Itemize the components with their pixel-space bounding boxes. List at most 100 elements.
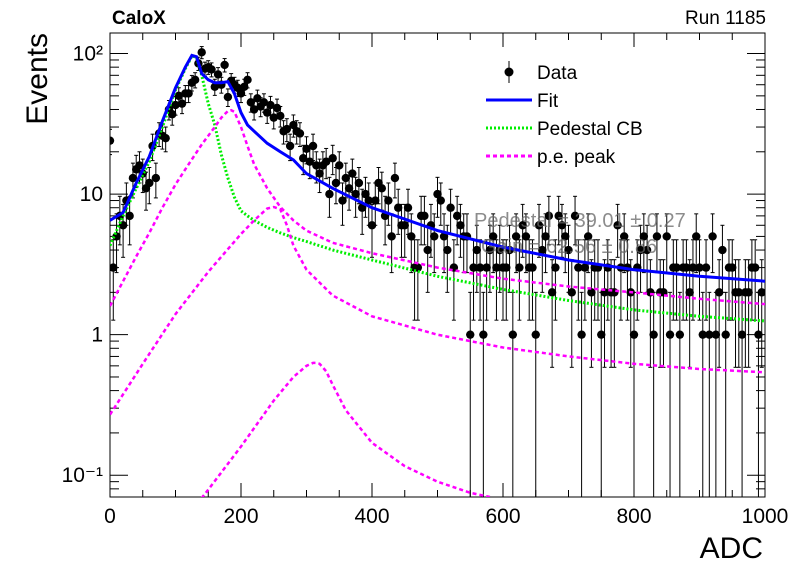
data-point — [331, 166, 341, 205]
data-point — [561, 213, 570, 274]
data-point — [285, 133, 295, 162]
data-point — [475, 239, 485, 321]
data-point — [371, 182, 380, 226]
curve-pe-peak-1 — [110, 108, 765, 307]
legend-label: Data — [537, 63, 578, 84]
data-point — [341, 162, 350, 199]
data-point — [492, 239, 501, 321]
data-point — [400, 203, 409, 258]
data-point — [407, 213, 416, 274]
data-point — [308, 133, 318, 162]
legend-entry: p.e. peak — [486, 147, 616, 168]
data-point — [295, 122, 305, 148]
data-point — [574, 239, 583, 321]
data-point — [269, 107, 278, 130]
data-point — [433, 176, 442, 218]
data-point — [466, 291, 475, 497]
data-point — [544, 195, 554, 246]
curve-pe-peak-3 — [200, 361, 491, 497]
y-tick-label: 10 — [80, 183, 103, 206]
data-point — [384, 182, 393, 226]
data-point — [570, 195, 580, 246]
data-point — [695, 239, 704, 321]
data-point — [403, 188, 413, 235]
y-tick-label: 1 — [91, 324, 103, 347]
data-point — [721, 291, 730, 497]
x-tick-labels: 0 200 400 600 800 1000 — [104, 505, 788, 528]
curve-pedestal-cb — [110, 54, 765, 323]
data-point — [734, 259, 743, 368]
curve-pe-peak-2 — [110, 205, 765, 416]
data-point — [390, 162, 400, 199]
data-point — [705, 291, 714, 497]
x-tick-label: 200 — [223, 505, 258, 528]
data-points — [110, 46, 765, 497]
data-point — [482, 239, 491, 321]
data-point — [328, 144, 337, 176]
y-tick-labels: 10⁻¹ 1 10 10² — [62, 43, 103, 488]
axis-ticks — [109, 33, 766, 498]
legend-label: p.e. peak — [537, 147, 616, 168]
data-point — [443, 224, 452, 293]
data-point — [110, 128, 115, 156]
data-point — [207, 62, 216, 78]
legend-entry: Data — [504, 61, 578, 84]
x-tick-label: 800 — [616, 505, 651, 528]
data-point — [110, 239, 118, 321]
y-tick-label: 10⁻¹ — [62, 464, 103, 487]
legend-entry: Fit — [486, 91, 559, 112]
data-point — [354, 166, 364, 205]
data-point — [649, 291, 658, 497]
data-point — [682, 239, 691, 321]
data-point — [652, 213, 662, 274]
data-point — [430, 213, 439, 274]
fit-curves — [110, 53, 765, 497]
data-point — [613, 203, 622, 258]
data-point — [190, 72, 200, 89]
y-axis-label: Events — [21, 33, 54, 125]
data-point — [508, 291, 518, 497]
x-axis-label: ADC — [700, 532, 763, 565]
data-point — [367, 203, 377, 258]
x-tick-label: 400 — [354, 505, 389, 528]
data-point — [701, 239, 711, 321]
x-tick-label: 1000 — [742, 505, 789, 528]
data-point — [305, 147, 314, 180]
data-point — [223, 88, 233, 107]
data-point — [472, 224, 481, 293]
data-point — [325, 176, 334, 218]
data-point — [757, 259, 765, 368]
experiment-label: CaloX — [112, 8, 166, 29]
data-point — [675, 291, 685, 497]
data-point — [551, 239, 560, 321]
data-point — [511, 213, 521, 274]
data-point — [531, 291, 540, 497]
x-tick-label: 0 — [104, 505, 116, 528]
data-point — [338, 182, 347, 226]
data-point — [364, 182, 373, 226]
data-point — [361, 176, 370, 218]
data-point — [554, 195, 563, 246]
data-point — [708, 213, 717, 274]
y-tick-label: 10² — [73, 43, 103, 66]
data-point — [220, 58, 229, 73]
data-point — [541, 213, 550, 274]
gain-stat: Gain = 62.56 ± 0.86 — [481, 236, 658, 258]
data-point — [744, 259, 753, 368]
data-point — [312, 151, 321, 184]
data-point — [688, 239, 698, 321]
data-point — [266, 95, 275, 116]
data-point — [282, 118, 292, 143]
curve-fit — [110, 53, 765, 283]
data-point — [436, 182, 445, 226]
data-point — [577, 291, 586, 497]
legend-entry: Pedestal CB — [486, 119, 643, 140]
legend-label: Fit — [537, 91, 559, 112]
legend-label: Pedestal CB — [537, 119, 643, 140]
data-point — [321, 147, 331, 180]
legend: Data Fit Pedestal CB p.e. peak — [486, 61, 643, 168]
x-tick-label: 600 — [485, 505, 520, 528]
data-point — [518, 203, 527, 258]
data-point — [276, 105, 285, 128]
